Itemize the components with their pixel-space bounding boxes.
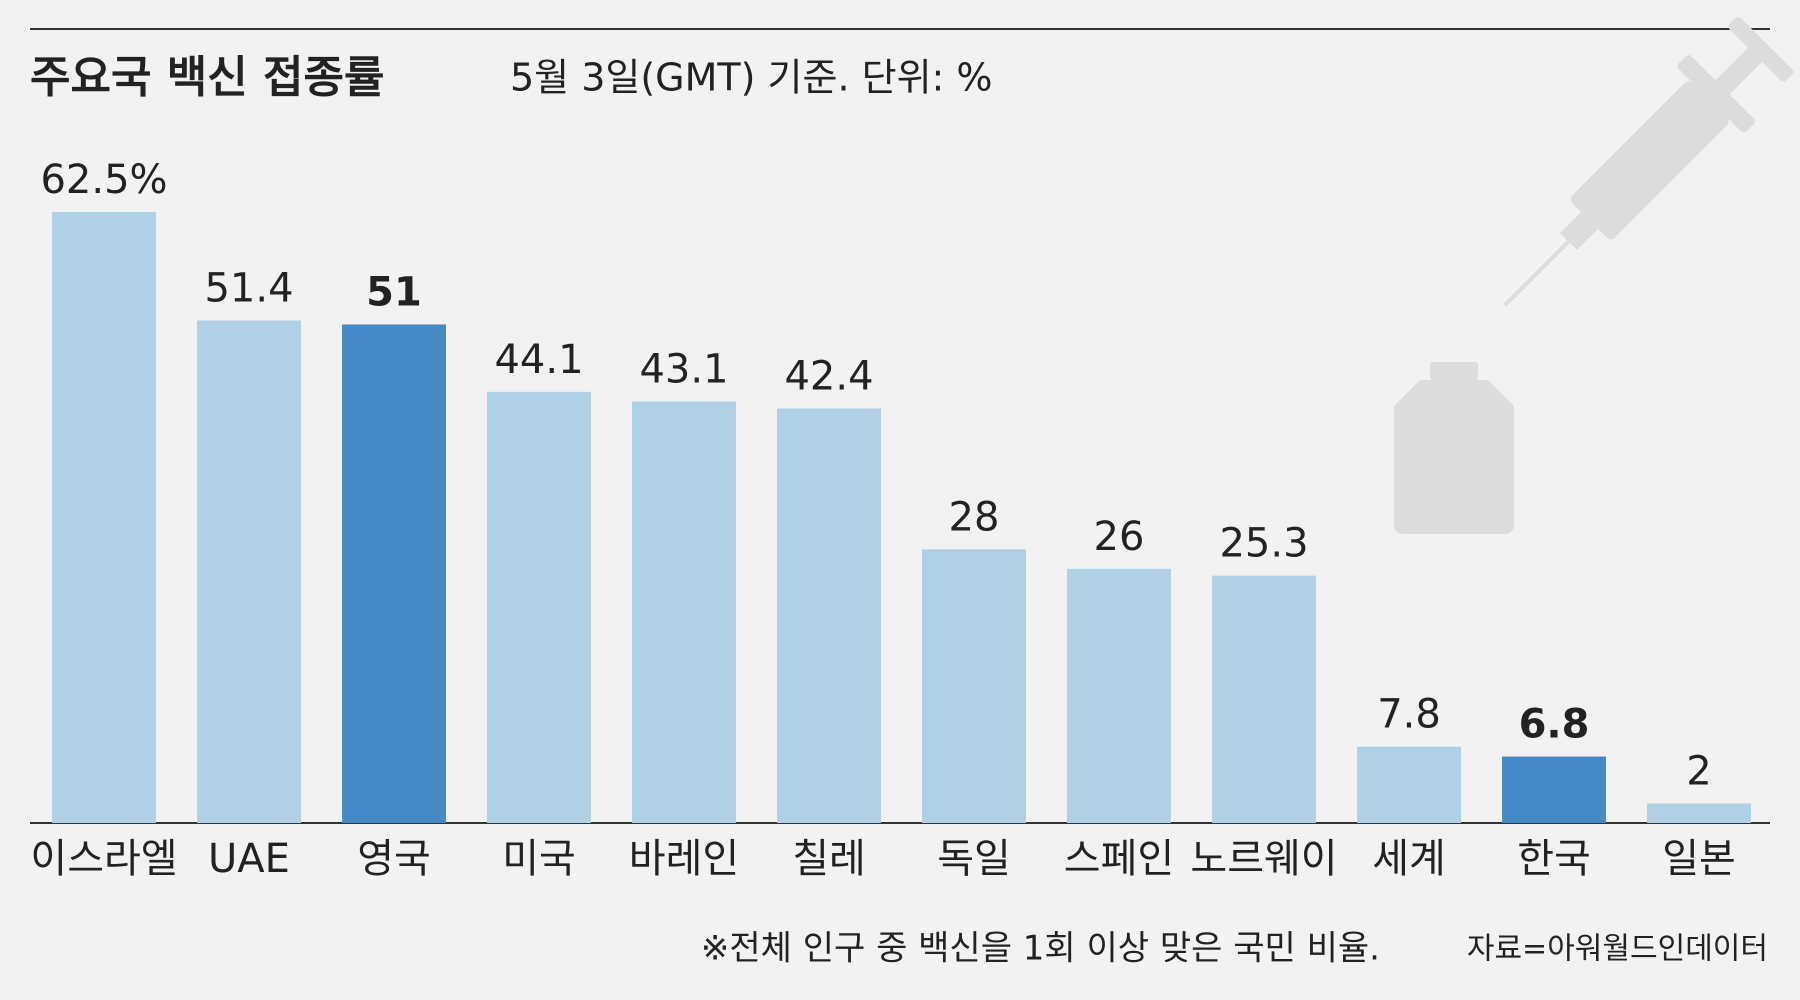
bar (632, 401, 736, 823)
value-label: 6.8 (1519, 702, 1590, 748)
x-tick-label: 영국 (357, 836, 431, 882)
bar (777, 408, 881, 823)
vaccine-icon (1394, 16, 1794, 534)
footnote: ※전체 인구 중 백신을 1회 이상 맞은 국민 비율. (701, 929, 1380, 969)
value-label: 51.4 (204, 266, 293, 312)
bar (197, 320, 301, 823)
x-tick-label: 독일 (937, 836, 1011, 882)
bar (487, 391, 591, 823)
chart-title: 주요국 백신 접종률 (30, 52, 384, 103)
x-tick-label: 스페인 (1064, 836, 1174, 882)
bar (52, 212, 156, 823)
chart-subtitle: 5월 3일(GMT) 기준. 단위: % (510, 56, 993, 100)
x-tick-label: 세계 (1372, 836, 1446, 882)
value-label: 28 (949, 494, 1000, 540)
x-tick-label: 미국 (502, 836, 576, 882)
value-label: 25.3 (1219, 521, 1308, 567)
value-label: 26 (1094, 514, 1145, 560)
x-tick-label: UAE (208, 836, 290, 882)
value-label: 43.1 (639, 347, 728, 393)
bar (922, 549, 1026, 823)
value-label: 2 (1686, 748, 1711, 794)
x-tick-label: 칠레 (792, 836, 866, 882)
bar (342, 324, 446, 823)
bar (1502, 756, 1606, 823)
bar (1647, 803, 1751, 823)
value-label: 62.5% (40, 157, 167, 203)
bar (1357, 746, 1461, 823)
value-label: 42.4 (784, 353, 873, 399)
value-label: 7.8 (1377, 692, 1441, 738)
value-label: 44.1 (494, 337, 583, 383)
x-tick-label: 바레인 (629, 836, 739, 882)
value-label: 51 (366, 269, 422, 315)
source: 자료=아워월드인데이터 (1467, 932, 1768, 967)
x-tick-label: 노르웨이 (1190, 836, 1337, 882)
x-tick-label: 한국 (1517, 836, 1591, 882)
x-tick-label: 이스라엘 (30, 836, 177, 882)
bar (1067, 568, 1171, 823)
bar (1212, 575, 1316, 823)
x-tick-label: 일본 (1662, 836, 1736, 882)
